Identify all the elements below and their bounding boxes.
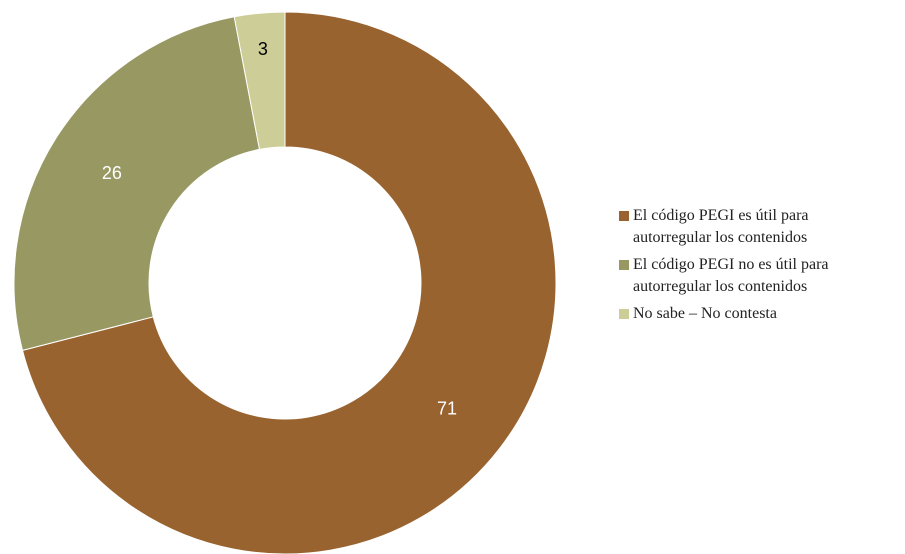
legend-swatch (619, 309, 629, 319)
donut-slice-2 (13, 16, 261, 352)
donut-slices (13, 11, 557, 554)
legend-swatch (619, 260, 629, 270)
donut-slice-1 (21, 11, 557, 554)
slice-value-label: 71 (437, 399, 457, 419)
legend-item: El código PEGI no es útil para autorregu… (619, 254, 905, 298)
slice-labels: 71 26 3 (102, 39, 457, 419)
slice-value-label: 26 (102, 163, 122, 183)
legend-label: El código PEGI no es útil para autorregu… (633, 256, 829, 295)
chart-legend: El código PEGI es útil para autorregular… (619, 205, 905, 330)
legend-item: El código PEGI es útil para autorregular… (619, 205, 905, 249)
legend-label: El código PEGI es útil para autorregular… (633, 207, 809, 246)
legend-label: No sabe – No contesta (633, 305, 777, 322)
donut-slice-3 (233, 11, 286, 150)
legend-item: No sabe – No contesta (619, 303, 905, 325)
slice-value-label: 3 (258, 39, 268, 59)
legend-swatch (619, 211, 629, 221)
